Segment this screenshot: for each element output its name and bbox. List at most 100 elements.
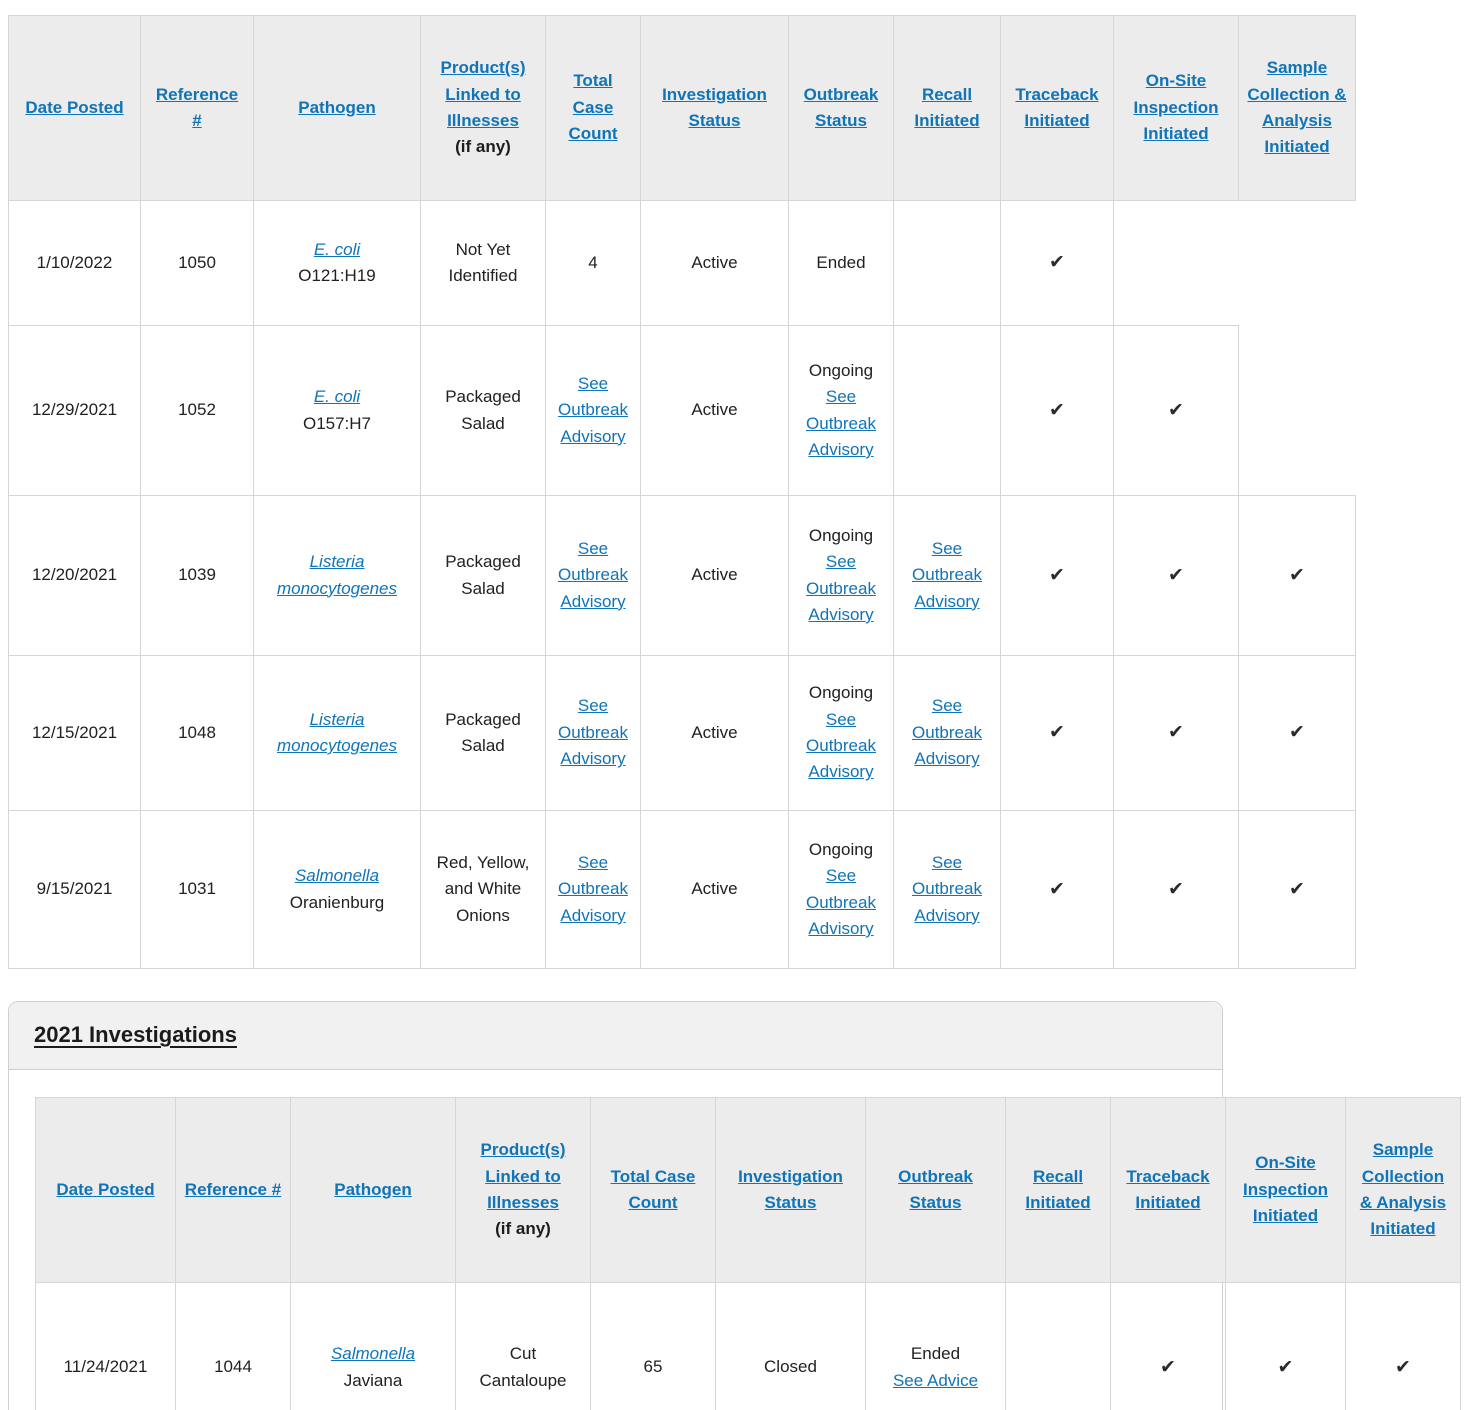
outbreak-advisory-link[interactable]: See Outbreak Advisory [806, 552, 876, 624]
recall-advisory-link[interactable]: See Outbreak Advisory [912, 696, 982, 769]
sort-link-total-case-count[interactable]: Total Case Count [610, 1166, 696, 1212]
sample-check-cell: ✔ [1238, 655, 1356, 811]
2021-investigations-panel-header: 2021 Investigations [9, 1002, 1222, 1070]
col-header-investigation-status: Investigation Status [640, 15, 789, 201]
reference-cell: 1031 [140, 810, 254, 969]
col-header-total-case-count: Total Case Count [545, 15, 641, 201]
date-posted-cell: 12/15/2021 [8, 655, 141, 811]
case-count-cell: See Outbreak Advisory [545, 655, 641, 811]
traceback-check-cell: ✔ [1000, 325, 1114, 496]
traceback-check-cell: ✔ [1000, 655, 1114, 811]
sort-link-onsite[interactable]: On-Site Inspection Initiated [1133, 71, 1219, 144]
outbreak-status-cell: Ended [788, 200, 894, 326]
onsite-check-cell: ✔ [1113, 810, 1239, 969]
col-header-onsite: On-Site Inspection Initiated [1225, 1097, 1346, 1283]
investigation-status-cell: Active [640, 655, 789, 811]
col-header-products-suffix: (if any) [495, 1219, 551, 1239]
col-header-total-case-count: Total Case Count [590, 1097, 716, 1283]
sort-link-pathogen[interactable]: Pathogen [334, 1179, 412, 1199]
table-row: 1/10/2022 1050 E. coli O121:H19 Not Yet I… [8, 200, 1356, 326]
date-posted-cell: 12/20/2021 [8, 495, 141, 656]
recall-cell [893, 200, 1001, 326]
pathogen-strain: O157:H7 [302, 413, 372, 433]
sort-link-traceback[interactable]: Traceback Initiated [1126, 1166, 1210, 1212]
pathogen-cell: E. coli O121:H19 [253, 200, 421, 326]
sort-link-sample[interactable]: Sample Collection & Analysis Initiated [1247, 58, 1347, 157]
table-row: 12/29/2021 1052 E. coli O157:H7 Packaged … [8, 325, 1356, 496]
pathogen-cell: Listeria monocytogenes [253, 495, 421, 656]
outbreak-advisory-link[interactable]: See Outbreak Advisory [558, 696, 628, 769]
outbreak-advisory-link[interactable]: See Outbreak Advisory [558, 538, 628, 611]
outbreak-advisory-link[interactable]: See Outbreak Advisory [558, 373, 628, 446]
sort-link-sample[interactable]: Sample Collection & Analysis Initiated [1359, 1140, 1447, 1239]
col-header-recall: Recall Initiated [893, 15, 1001, 201]
sort-link-total-case-count[interactable]: Total Case Count [568, 71, 618, 144]
product-cell: Cut Cantaloupe [455, 1282, 591, 1410]
outbreak-advisory-link[interactable]: See Outbreak Advisory [806, 866, 876, 938]
2021-investigations-toggle[interactable]: 2021 Investigations [34, 1022, 237, 1047]
product-cell: Packaged Salad [420, 495, 546, 656]
onsite-check-cell: ✔ [1113, 325, 1239, 496]
pathogen-cell: E. coli O157:H7 [253, 325, 421, 496]
outbreak-advisory-link[interactable]: See Outbreak Advisory [558, 852, 628, 925]
2021-investigations-panel: 2021 Investigations Date Posted Referenc… [8, 1001, 1461, 1410]
recall-advisory-link[interactable]: See Outbreak Advisory [912, 852, 982, 925]
sort-link-traceback[interactable]: Traceback Initiated [1015, 84, 1099, 130]
pathogen-strain: O121:H19 [298, 266, 376, 285]
reference-cell: 1050 [140, 200, 254, 326]
recall-cell: See Outbreak Advisory [893, 810, 1001, 969]
pathogen-link[interactable]: Listeria monocytogenes [276, 709, 398, 755]
sort-link-outbreak-status[interactable]: Outbreak Status [898, 1166, 973, 1212]
2021-investigations-panel-body: Date Posted Reference # Pathogen Product… [9, 1070, 1461, 1410]
pathogen-link[interactable]: Salmonella [294, 866, 380, 886]
date-posted-cell: 12/29/2021 [8, 325, 141, 496]
col-header-pathogen: Pathogen [253, 15, 421, 201]
onsite-check-cell: ✔ [1113, 655, 1239, 811]
sort-link-pathogen[interactable]: Pathogen [298, 97, 376, 117]
sort-link-products[interactable]: Product(s) Linked to Illnesses [440, 58, 526, 130]
outbreak-status-cell: Ongoing See Outbreak Advisory [788, 810, 894, 969]
sort-link-onsite[interactable]: On-Site Inspection Initiated [1242, 1153, 1328, 1226]
col-header-date-posted: Date Posted [8, 15, 141, 201]
product-cell: Packaged Salad [420, 655, 546, 811]
table-row: 12/20/2021 1039 Listeria monocytogenes P… [8, 495, 1356, 656]
recall-advisory-link[interactable]: See Outbreak Advisory [912, 538, 982, 611]
investigations-table-2021: Date Posted Reference # Pathogen Product… [35, 1097, 1461, 1410]
pathogen-link[interactable]: E. coli [313, 239, 361, 259]
col-header-products: Product(s) Linked to Illnesses (if any) [455, 1097, 591, 1283]
product-cell: Not Yet Identified [420, 200, 546, 326]
sort-link-date-posted[interactable]: Date Posted [25, 97, 124, 117]
sort-link-investigation-status[interactable]: Investigation Status [738, 1166, 843, 1212]
sort-link-reference[interactable]: Reference # [155, 84, 239, 130]
reference-cell: 1044 [175, 1282, 291, 1410]
outbreak-advisory-link[interactable]: See Outbreak Advisory [806, 387, 876, 459]
recall-cell: See Outbreak Advisory [893, 655, 1001, 811]
investigation-status-cell: Active [640, 495, 789, 656]
col-header-onsite: On-Site Inspection Initiated [1113, 15, 1239, 201]
outbreak-advisory-link[interactable]: See Outbreak Advisory [806, 709, 876, 782]
recall-cell: See Outbreak Advisory [893, 495, 1001, 656]
pathogen-link[interactable]: E. coli [313, 387, 361, 407]
product-cell: Packaged Salad [420, 325, 546, 496]
pathogen-link[interactable]: Salmonella [330, 1344, 416, 1364]
sample-check-cell: ✔ [1238, 495, 1356, 656]
col-header-outbreak-status: Outbreak Status [788, 15, 894, 201]
col-header-reference: Reference # [175, 1097, 291, 1283]
case-count-cell: 4 [545, 200, 641, 326]
sort-link-date-posted[interactable]: Date Posted [56, 1179, 155, 1199]
col-header-products: Product(s) Linked to Illnesses (if any) [420, 15, 546, 201]
sort-link-investigation-status[interactable]: Investigation Status [662, 84, 767, 130]
sort-link-outbreak-status[interactable]: Outbreak Status [803, 84, 879, 130]
traceback-check-cell: ✔ [1110, 1282, 1226, 1410]
col-header-date-posted: Date Posted [35, 1097, 176, 1283]
investigations-table-2022: Date Posted Reference # Pathogen Product… [8, 15, 1356, 969]
pathogen-link[interactable]: Listeria monocytogenes [276, 552, 398, 598]
sort-link-recall[interactable]: Recall Initiated [914, 84, 980, 130]
reference-cell: 1052 [140, 325, 254, 496]
outbreak-status-cell: Ongoing See Outbreak Advisory [788, 495, 894, 656]
sort-link-products[interactable]: Product(s) Linked to Illnesses [480, 1140, 566, 1212]
sort-link-recall[interactable]: Recall Initiated [1025, 1166, 1091, 1212]
table-row: 12/15/2021 1048 Listeria monocytogenes P… [8, 655, 1356, 811]
sort-link-reference[interactable]: Reference # [184, 1179, 282, 1199]
see-advice-link[interactable]: See Advice [892, 1370, 979, 1390]
